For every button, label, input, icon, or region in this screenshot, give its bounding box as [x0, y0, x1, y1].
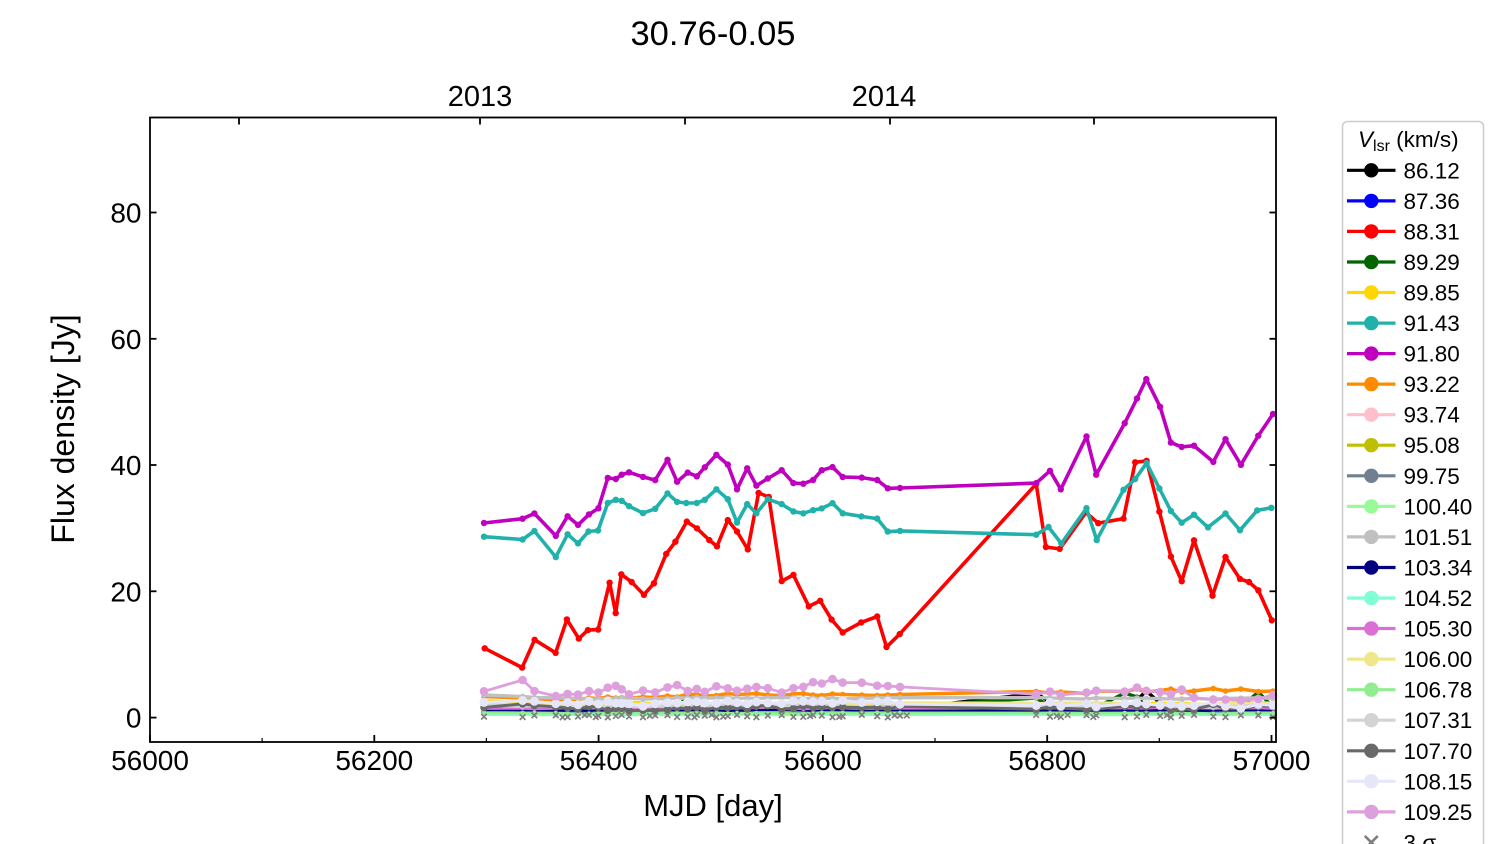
- svg-text:88.31: 88.31: [1404, 219, 1460, 244]
- svg-text:107.31: 107.31: [1404, 708, 1473, 733]
- svg-text:108.15: 108.15: [1404, 769, 1473, 794]
- svg-text:0: 0: [126, 703, 142, 734]
- svg-text:Vlsr (km/s): Vlsr (km/s): [1358, 127, 1459, 155]
- svg-text:104.52: 104.52: [1404, 586, 1473, 611]
- svg-text:3 σ: 3 σ: [1404, 830, 1437, 844]
- svg-text:99.75: 99.75: [1404, 464, 1460, 489]
- svg-text:100.40: 100.40: [1404, 494, 1473, 519]
- svg-text:87.36: 87.36: [1404, 189, 1460, 214]
- svg-text:2013: 2013: [448, 81, 513, 113]
- svg-text:109.25: 109.25: [1404, 800, 1473, 825]
- svg-text:57000: 57000: [1233, 745, 1311, 776]
- svg-text:MJD [day]: MJD [day]: [643, 788, 783, 823]
- svg-text:56400: 56400: [560, 745, 638, 776]
- svg-text:91.43: 91.43: [1404, 311, 1460, 336]
- svg-text:93.74: 93.74: [1404, 403, 1460, 428]
- svg-text:91.80: 91.80: [1404, 342, 1460, 367]
- svg-text:89.85: 89.85: [1404, 281, 1460, 306]
- svg-text:56200: 56200: [335, 745, 413, 776]
- svg-text:95.08: 95.08: [1404, 433, 1460, 458]
- svg-text:107.70: 107.70: [1404, 739, 1473, 764]
- svg-text:2014: 2014: [852, 81, 917, 113]
- svg-text:56800: 56800: [1008, 745, 1086, 776]
- svg-text:56600: 56600: [784, 745, 862, 776]
- svg-text:Flux density [Jy]: Flux density [Jy]: [45, 314, 81, 543]
- svg-text:30.76-0.05: 30.76-0.05: [631, 15, 796, 53]
- svg-text:93.22: 93.22: [1404, 372, 1460, 397]
- svg-text:40: 40: [110, 450, 141, 481]
- svg-text:101.51: 101.51: [1404, 525, 1473, 550]
- svg-text:80: 80: [110, 198, 141, 229]
- svg-text:56000: 56000: [111, 745, 189, 776]
- svg-text:86.12: 86.12: [1404, 158, 1460, 183]
- svg-text:103.34: 103.34: [1404, 556, 1473, 581]
- svg-text:106.78: 106.78: [1404, 678, 1473, 703]
- svg-text:105.30: 105.30: [1404, 617, 1473, 642]
- svg-text:20: 20: [110, 576, 141, 607]
- svg-text:106.00: 106.00: [1404, 647, 1473, 672]
- svg-text:89.29: 89.29: [1404, 250, 1460, 275]
- svg-text:60: 60: [110, 324, 141, 355]
